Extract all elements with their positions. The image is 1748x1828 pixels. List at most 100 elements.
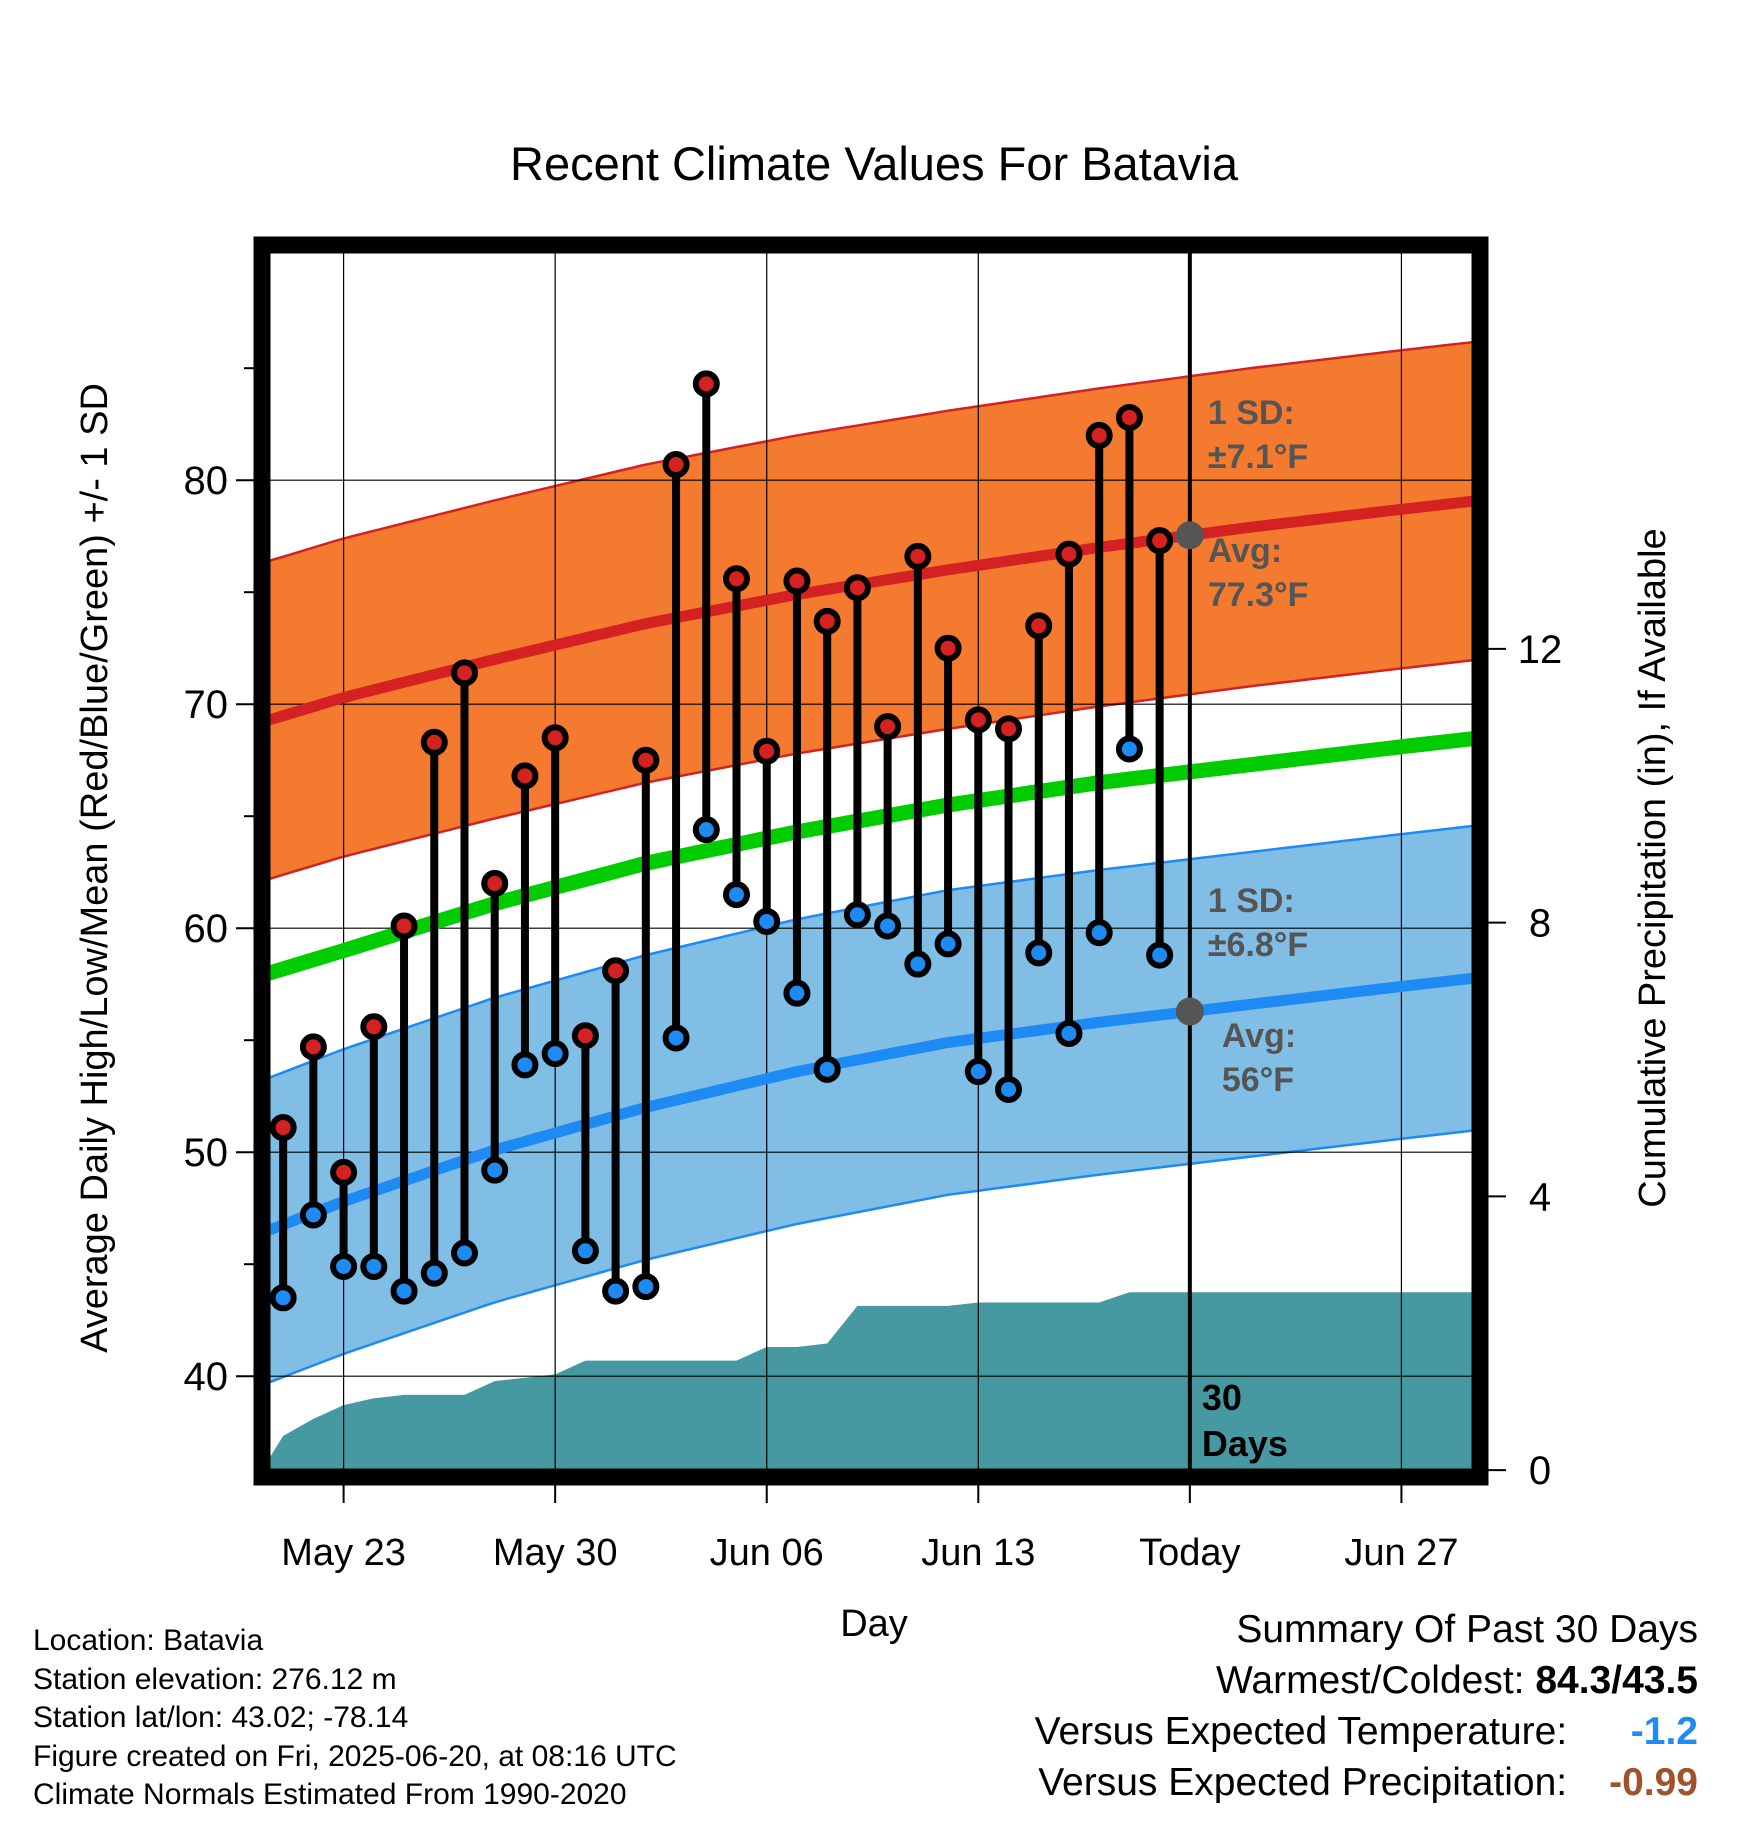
low-avg-value: 56°F bbox=[1222, 1061, 1294, 1099]
daily-high-point bbox=[571, 1022, 599, 1050]
daily-low-point bbox=[1085, 919, 1113, 947]
high-band bbox=[262, 341, 1480, 882]
daily-low-point bbox=[541, 1040, 569, 1068]
low-band bbox=[262, 825, 1480, 1386]
low-avg-label: Avg: bbox=[1222, 1017, 1296, 1055]
daily-low-point bbox=[1055, 1019, 1083, 1047]
summary-panel: Summary Of Past 30 Days Warmest/Coldest:… bbox=[1035, 1604, 1698, 1808]
daily-low-point bbox=[995, 1075, 1023, 1103]
daily-high-point bbox=[753, 737, 781, 765]
daily-high-point bbox=[934, 634, 962, 662]
daily-low-point bbox=[390, 1277, 418, 1305]
daily-low-point bbox=[843, 901, 871, 929]
y2-tick-label: 8 bbox=[1529, 902, 1551, 946]
y-tick-label: 50 bbox=[184, 1131, 229, 1175]
daily-low-point bbox=[299, 1201, 327, 1229]
axes: 40 50 60 70 80 0 4 8 12 May 23 May 30 Jun 06 Jun 13 T… bbox=[184, 236, 1563, 1574]
today-low-normal-marker bbox=[1175, 997, 1204, 1026]
daily-high-point bbox=[299, 1033, 327, 1061]
x-tick-label: Jun 27 bbox=[1344, 1532, 1458, 1574]
normals-text: Climate Normals Estimated From 1990-2020 bbox=[33, 1778, 627, 1811]
y-axis-label: Average Daily High/Low/Mean (Red/Blue/Gr… bbox=[74, 383, 116, 1353]
daily-high-point bbox=[1085, 421, 1113, 449]
created-text: Figure created on Fri, 2025-06-20, at 08… bbox=[33, 1739, 677, 1773]
daily-high-point bbox=[662, 451, 690, 479]
daily-low-point bbox=[1115, 735, 1143, 763]
daily-high-point bbox=[602, 957, 630, 985]
daily-low-point bbox=[511, 1051, 539, 1079]
daily-low-point bbox=[571, 1237, 599, 1265]
daily-low-point bbox=[1025, 939, 1053, 967]
plot-content: 1 SD: ±7.1°F Avg: 77.3°F 1 SD: ±6.8°F Avg: 56°F… bbox=[262, 245, 1480, 1477]
high-avg-label: Avg: bbox=[1208, 532, 1282, 570]
summary-temp-row: Versus Expected Temperature: -1.2 bbox=[1035, 1706, 1698, 1757]
daily-high-point bbox=[1025, 612, 1053, 640]
high-sd-label: 1 SD: bbox=[1208, 394, 1295, 432]
y-tick-label: 80 bbox=[184, 459, 229, 503]
high-sd-value: ±7.1°F bbox=[1208, 438, 1308, 476]
daily-high-point bbox=[390, 912, 418, 940]
daily-high-point bbox=[904, 542, 932, 570]
daily-high-point bbox=[1146, 527, 1174, 555]
y-tick-label: 40 bbox=[184, 1355, 229, 1399]
x-tick-label: May 30 bbox=[493, 1532, 618, 1574]
daily-low-point bbox=[692, 816, 720, 844]
chart-title: Recent Climate Values For Batavia bbox=[510, 137, 1239, 190]
elevation-text: Station elevation: 276.12 m bbox=[33, 1662, 397, 1696]
daily-low-point bbox=[753, 907, 781, 935]
daily-low-point bbox=[269, 1284, 297, 1312]
daily-low-point bbox=[632, 1273, 660, 1301]
today-high-normal-marker bbox=[1175, 521, 1204, 550]
temp-label: Versus Expected Temperature: bbox=[1034, 1710, 1568, 1753]
daily-high-point bbox=[843, 574, 871, 602]
daily-low-point bbox=[450, 1239, 478, 1267]
daily-high-point bbox=[541, 724, 569, 752]
daily-high-point bbox=[692, 370, 720, 398]
temp-value: -1.2 bbox=[1630, 1710, 1698, 1753]
plot-area: 1 SD: ±7.1°F Avg: 77.3°F 1 SD: ±6.8°F Avg: 56°F… bbox=[262, 245, 1480, 1477]
daily-high-point bbox=[511, 762, 539, 790]
daily-low-point bbox=[874, 912, 902, 940]
daily-low-point bbox=[1146, 941, 1174, 969]
summary-warm-cold-row: Warmest/Coldest: 84.3/43.5 bbox=[1035, 1655, 1698, 1706]
y2-tick-label: 0 bbox=[1529, 1449, 1551, 1493]
precip-label: Versus Expected Precipitation: bbox=[1038, 1761, 1568, 1804]
days-unit-label: Days bbox=[1202, 1423, 1288, 1464]
y2-tick-label: 12 bbox=[1518, 628, 1563, 672]
precip-area bbox=[262, 1292, 1480, 1477]
location-text: Location: Batavia bbox=[33, 1624, 264, 1657]
daily-high-point bbox=[1055, 540, 1083, 568]
daily-low-point bbox=[964, 1058, 992, 1086]
y2-axis-label: Cumulative Precipitation (in), If Availa… bbox=[1632, 528, 1674, 1207]
x-axis-label: Day bbox=[840, 1603, 908, 1645]
daily-high-point bbox=[964, 706, 992, 734]
daily-high-point bbox=[813, 607, 841, 635]
summary-precip-row: Versus Expected Precipitation: -0.99 bbox=[1035, 1757, 1698, 1808]
warm-cold-label: Warmest/Coldest: bbox=[1216, 1659, 1525, 1702]
daily-high-point bbox=[330, 1158, 358, 1186]
daily-high-point bbox=[632, 746, 660, 774]
latlon-text: Station lat/lon: 43.02; -78.14 bbox=[33, 1701, 409, 1734]
high-avg-value: 77.3°F bbox=[1208, 576, 1309, 614]
daily-low-point bbox=[783, 979, 811, 1007]
daily-low-point bbox=[723, 881, 751, 909]
daily-high-point bbox=[1115, 403, 1143, 431]
y-tick-label: 70 bbox=[184, 683, 229, 727]
daily-low-point bbox=[813, 1055, 841, 1083]
x-tick-label: Today bbox=[1139, 1532, 1240, 1574]
daily-low-point bbox=[481, 1156, 509, 1184]
daily-low-point bbox=[662, 1024, 690, 1052]
summary-title: Summary Of Past 30 Days bbox=[1236, 1608, 1698, 1651]
daily-high-point bbox=[995, 715, 1023, 743]
warm-cold-value: 84.3/43.5 bbox=[1535, 1659, 1698, 1702]
daily-high-point bbox=[269, 1114, 297, 1142]
daily-high-point bbox=[360, 1013, 388, 1041]
daily-low-point bbox=[420, 1259, 448, 1287]
daily-low-point bbox=[330, 1252, 358, 1280]
days-count-label: 30 bbox=[1202, 1377, 1242, 1418]
daily-low-point bbox=[904, 950, 932, 978]
daily-low-point bbox=[934, 930, 962, 958]
daily-high-point bbox=[723, 565, 751, 593]
low-sd-value: ±6.8°F bbox=[1208, 926, 1308, 964]
